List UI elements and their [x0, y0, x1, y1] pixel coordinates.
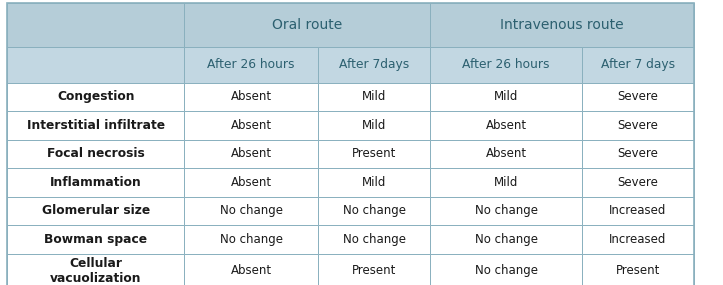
Text: After 26 hours: After 26 hours [462, 58, 550, 71]
Bar [7, 140, 184, 168]
Text: Absent: Absent [231, 176, 272, 189]
Text: Present: Present [616, 264, 660, 277]
Bar [7, 168, 184, 197]
Text: Absent: Absent [231, 119, 272, 132]
Text: Bowman space: Bowman space [44, 233, 147, 246]
Bar [7, 254, 184, 285]
Bar [184, 168, 318, 197]
Bar [184, 83, 318, 111]
Text: After 7days: After 7days [339, 58, 409, 71]
Bar [7, 3, 184, 47]
Bar [318, 197, 430, 225]
Bar [318, 225, 430, 254]
Text: Absent: Absent [486, 119, 526, 132]
Text: Absent: Absent [486, 147, 526, 160]
Text: No change: No change [343, 204, 406, 217]
Bar [430, 111, 582, 140]
Text: No change: No change [220, 204, 283, 217]
Text: Cellular
vacuolization: Cellular vacuolization [50, 257, 142, 285]
Bar [318, 140, 430, 168]
Text: Severe: Severe [617, 176, 659, 189]
Bar [184, 254, 318, 285]
Bar [582, 168, 694, 197]
Text: Mild: Mild [494, 90, 518, 103]
Bar [582, 197, 694, 225]
Text: Present: Present [352, 264, 396, 277]
Bar [184, 197, 318, 225]
Text: Present: Present [352, 147, 396, 160]
Bar [184, 111, 318, 140]
Text: After 26 hours: After 26 hours [208, 58, 295, 71]
Text: Oral route: Oral route [272, 18, 343, 32]
Text: Severe: Severe [617, 119, 659, 132]
Bar [582, 254, 694, 285]
Bar [318, 111, 430, 140]
Bar [184, 3, 430, 47]
Text: Absent: Absent [231, 90, 272, 103]
Bar [318, 254, 430, 285]
Text: Intravenous route: Intravenous route [500, 18, 624, 32]
Bar [430, 168, 582, 197]
Bar [7, 111, 184, 140]
Bar [7, 83, 184, 111]
Bar [430, 47, 582, 83]
Bar [430, 197, 582, 225]
Bar [318, 83, 430, 111]
Text: Absent: Absent [231, 264, 272, 277]
Text: Focal necrosis: Focal necrosis [47, 147, 145, 160]
Bar [318, 47, 430, 83]
Bar [184, 140, 318, 168]
Text: Severe: Severe [617, 90, 659, 103]
Bar [582, 225, 694, 254]
Bar [582, 47, 694, 83]
Text: No change: No change [474, 233, 538, 246]
Bar [184, 47, 318, 83]
Text: No change: No change [474, 204, 538, 217]
Text: Mild: Mild [494, 176, 518, 189]
Bar [7, 225, 184, 254]
Text: Interstitial infiltrate: Interstitial infiltrate [27, 119, 165, 132]
Bar [430, 140, 582, 168]
Text: Absent: Absent [231, 147, 272, 160]
Text: Mild: Mild [362, 90, 386, 103]
Text: After 7 days: After 7 days [601, 58, 675, 71]
Bar [582, 140, 694, 168]
Text: Mild: Mild [362, 176, 386, 189]
Bar [430, 254, 582, 285]
Bar [7, 197, 184, 225]
Text: Mild: Mild [362, 119, 386, 132]
Text: No change: No change [474, 264, 538, 277]
Text: Increased: Increased [609, 233, 667, 246]
Bar [582, 111, 694, 140]
Text: Congestion: Congestion [57, 90, 134, 103]
Bar [430, 225, 582, 254]
Text: Increased: Increased [609, 204, 667, 217]
Bar [430, 3, 694, 47]
Bar [7, 47, 184, 83]
Bar [582, 83, 694, 111]
Text: No change: No change [343, 233, 406, 246]
Text: Inflammation: Inflammation [50, 176, 142, 189]
Bar [430, 83, 582, 111]
Bar [318, 168, 430, 197]
Bar [184, 225, 318, 254]
Text: Glomerular size: Glomerular size [42, 204, 150, 217]
Text: Severe: Severe [617, 147, 659, 160]
Text: No change: No change [220, 233, 283, 246]
